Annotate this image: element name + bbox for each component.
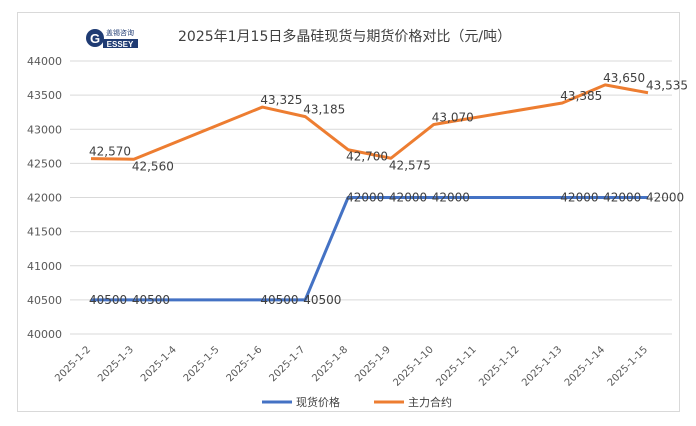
y-tick-label: 42000	[27, 192, 62, 205]
data-label: 42,570	[89, 145, 131, 159]
x-tick-label: 2025-1-6	[225, 344, 265, 384]
y-tick-label: 41000	[27, 260, 62, 273]
x-tick-label: 2025-1-3	[96, 344, 136, 384]
y-tick-label: 43000	[27, 123, 62, 136]
data-label: 43,325	[260, 93, 302, 107]
legend-label: 主力合约	[408, 395, 452, 409]
data-label: 42000	[603, 191, 641, 205]
y-tick-label: 43500	[27, 89, 62, 102]
svg-text:ESSEY: ESSEY	[107, 40, 134, 49]
y-tick-label: 40000	[27, 328, 62, 341]
data-label: 42,700	[346, 150, 388, 164]
data-label: 43,070	[432, 110, 474, 124]
data-label: 40500	[303, 293, 341, 307]
data-label: 40500	[132, 293, 170, 307]
data-label: 42000	[560, 191, 598, 205]
x-tick-label: 2025-1-12	[477, 344, 521, 388]
gessey-logo: G ESSEY 盖锡咨询	[86, 28, 138, 49]
x-tick-label: 2025-1-5	[182, 344, 222, 384]
x-tick-label: 2025-1-4	[139, 344, 179, 384]
chart-frame	[17, 12, 680, 412]
x-tick-label: 2025-1-9	[353, 344, 393, 384]
legend-label: 现货价格	[296, 395, 340, 409]
data-label: 43,535	[646, 79, 688, 93]
chart-title: 2025年1月15日多晶硅现货与期货价格对比（元/吨）	[178, 29, 512, 45]
data-label: 43,385	[560, 89, 602, 103]
data-label: 42000	[646, 191, 684, 205]
data-label: 42000	[389, 191, 427, 205]
x-tick-label: 2025-1-14	[563, 344, 607, 388]
x-tick-label: 2025-1-10	[392, 344, 436, 388]
series-line-futures	[90, 83, 649, 161]
x-tick-label: 2025-1-2	[53, 344, 93, 384]
data-label: 43,650	[603, 71, 645, 85]
data-label: 42,575	[389, 158, 431, 172]
svg-text:盖锡咨询: 盖锡咨询	[106, 28, 134, 37]
x-tick-label: 2025-1-8	[310, 344, 350, 384]
y-tick-label: 44000	[27, 55, 62, 68]
x-tick-label: 2025-1-7	[267, 344, 307, 384]
data-label: 43,185	[303, 103, 345, 117]
x-tick-label: 2025-1-11	[434, 344, 478, 388]
y-tick-label: 40500	[27, 294, 62, 307]
data-label: 40500	[89, 293, 127, 307]
data-label: 40500	[260, 293, 298, 307]
data-label: 42000	[432, 191, 470, 205]
data-label: 42000	[346, 191, 384, 205]
y-tick-label: 42500	[27, 157, 62, 170]
data-label: 42,560	[132, 159, 174, 173]
x-tick-label: 2025-1-13	[520, 344, 564, 388]
x-tick-label: 2025-1-15	[606, 344, 650, 388]
svg-text:G: G	[90, 31, 100, 46]
y-tick-label: 41500	[27, 226, 62, 239]
series-line-spot	[91, 196, 648, 302]
